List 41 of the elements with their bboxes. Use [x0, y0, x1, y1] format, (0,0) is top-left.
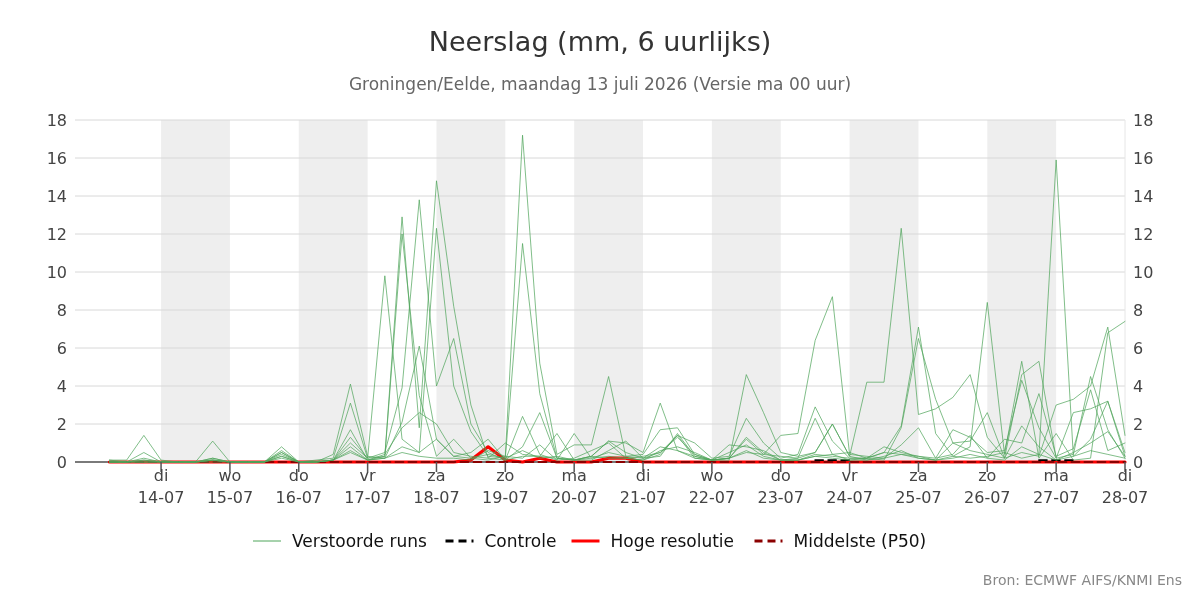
- x-tick-label: di 21-07: [619, 466, 667, 507]
- x-tick-label: do 16-07: [275, 466, 323, 507]
- x-tick-label: zo 26-07: [964, 466, 1011, 507]
- y2-tick-label: 16: [1133, 149, 1154, 168]
- legend-label: Hoge resolutie: [610, 531, 735, 551]
- y2-tick-label: 4: [1133, 377, 1144, 396]
- y-tick-label: 18: [46, 111, 67, 130]
- x-tick-label: zo 19-07: [482, 466, 529, 507]
- y2-tick-label: 14: [1133, 187, 1154, 206]
- x-tick-label: wo 22-07: [688, 466, 736, 507]
- y-tick-label: 12: [46, 225, 67, 244]
- legend-label: Verstoorde runs: [292, 531, 427, 551]
- legend-label: Controle: [484, 531, 557, 551]
- y-tick-label: 8: [56, 301, 67, 320]
- y2-tick-label: 10: [1133, 263, 1154, 282]
- text: Bron: ECMWF AIFS/KNMI Ens: [982, 572, 1182, 588]
- y-tick-label: 4: [56, 377, 67, 396]
- chart-title: Neerslag (mm, 6 uurlijks): [428, 26, 772, 57]
- y2-tick-label: 6: [1133, 339, 1144, 358]
- y-tick-label: 16: [46, 149, 67, 168]
- y-tick-label: 10: [46, 263, 67, 282]
- y2-tick-label: 0: [1133, 453, 1144, 472]
- y2-tick-label: 18: [1133, 111, 1154, 130]
- legend-label: Middelste (P50): [793, 531, 927, 551]
- x-tick-label: vr 17-07: [344, 466, 391, 507]
- x-tick-label: ma 27-07: [1032, 466, 1080, 507]
- x-tick-label: di 14-07: [137, 466, 185, 507]
- y-tick-label: 14: [46, 187, 67, 206]
- y2-tick-label: 2: [1133, 415, 1144, 434]
- y-tick-label: 6: [56, 339, 67, 358]
- y2-tick-label: 12: [1133, 225, 1154, 244]
- y2-tick-label: 8: [1133, 301, 1144, 320]
- x-tick-label: vr 24-07: [826, 466, 873, 507]
- x-tick-label: ma 20-07: [550, 466, 598, 507]
- x-tick-label: za 18-07: [413, 466, 460, 507]
- x-tick-label: do 23-07: [757, 466, 804, 507]
- x-tick-label: wo 15-07: [206, 466, 254, 507]
- y-tick-label: 2: [56, 415, 67, 434]
- x-tick-label: za 25-07: [895, 466, 942, 507]
- chart-subtitle: Groningen/Eelde, maandag 13 juli 2026 (Versie ma 00 uur): [348, 74, 852, 94]
- y-tick-label: 0: [56, 453, 67, 472]
